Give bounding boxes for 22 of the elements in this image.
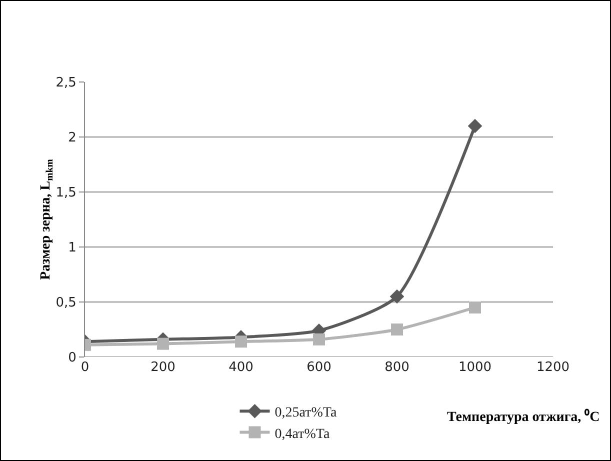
point — [157, 338, 169, 350]
x-tick-label: 0 — [80, 360, 90, 375]
point — [469, 302, 481, 314]
point — [391, 324, 403, 336]
point — [390, 289, 404, 304]
y-tick-label: 0,5 — [56, 296, 76, 311]
x-tick-label: 200 — [150, 360, 176, 375]
legend-label: 0,25ат%Ta — [274, 406, 338, 421]
y-tick-label: 1 — [68, 240, 76, 256]
point — [235, 336, 247, 348]
point — [468, 118, 482, 134]
x-axis-title: Температура отжига, ⁰C — [447, 408, 600, 425]
x-tick-label: 1200 — [536, 360, 570, 375]
legend-label: 0,4ат%Ta — [274, 426, 330, 442]
y-tick-label: 2 — [68, 130, 76, 146]
y-tick-label: 1,5 — [56, 186, 76, 201]
x-tick-label: 400 — [228, 360, 254, 375]
x-tick-label: 1000 — [458, 360, 492, 375]
x-tick-label: 800 — [384, 360, 410, 375]
point — [313, 333, 325, 346]
x-tick-label: 600 — [306, 360, 332, 375]
y-tick-label: 2,5 — [56, 76, 76, 91]
